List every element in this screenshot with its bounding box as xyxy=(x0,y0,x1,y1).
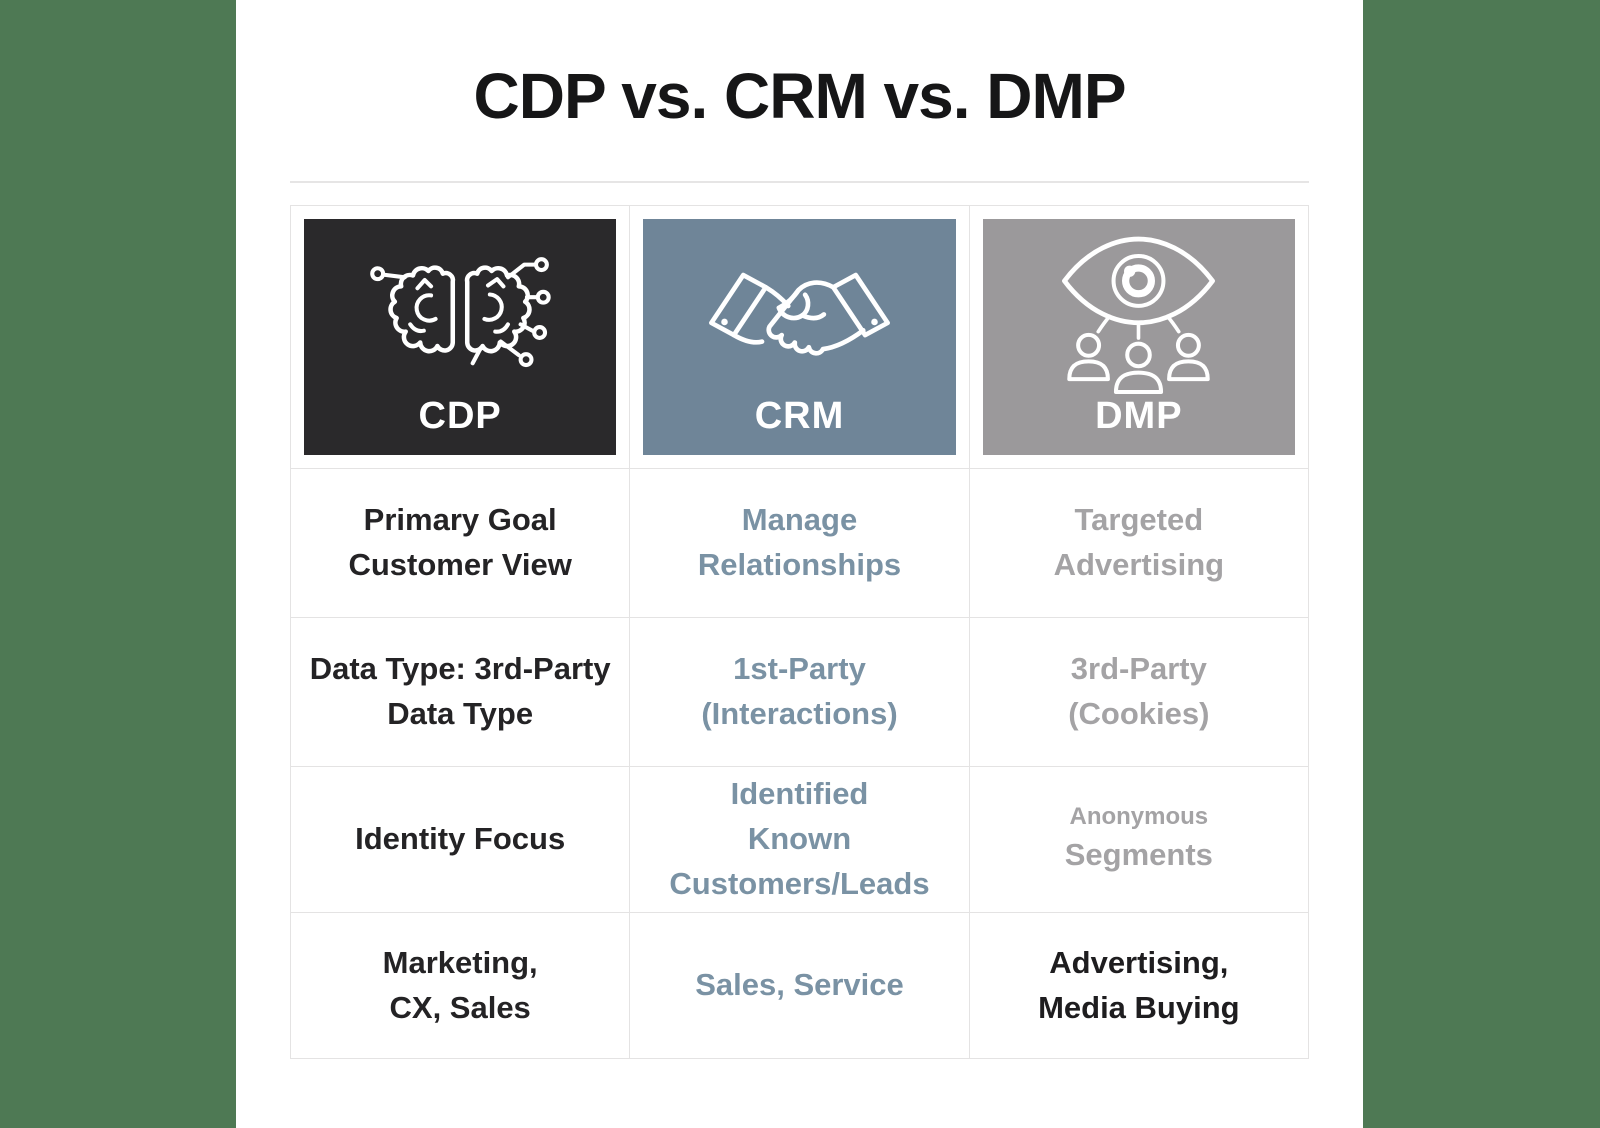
cell-line: Customer View xyxy=(348,547,572,582)
cell-line: Data Type: 3rd-Party xyxy=(309,651,611,687)
handshake-icon xyxy=(687,219,912,397)
cell-line: (Interactions) xyxy=(701,696,898,731)
crm-header-box: CRM xyxy=(643,219,956,455)
cell-line: Targeted xyxy=(1074,502,1204,538)
cell-line: Relationships xyxy=(697,547,902,582)
cell-line: 1st-Party xyxy=(733,651,866,687)
cell-line: Sales, Service xyxy=(695,967,904,1003)
cell-usecase-cdp: Marketing, CX, Sales xyxy=(291,913,630,1058)
column-label-cdp: CDP xyxy=(418,395,502,437)
comparison-table: CDP xyxy=(290,205,1309,1059)
eye-audience-icon xyxy=(1041,219,1236,397)
cell-line: CX, Sales xyxy=(389,989,531,1025)
cell-line: Identified xyxy=(730,776,869,812)
cell-line: (Cookies) xyxy=(1068,696,1210,731)
cell-line: Advertising xyxy=(1053,547,1225,582)
cell-line: Known Customers/Leads xyxy=(669,821,930,901)
cell-line: Primary Goal xyxy=(363,502,557,538)
cell-identity-crm: Identified Known Customers/Leads xyxy=(630,767,969,912)
cell-line: Manage xyxy=(741,502,858,538)
cell-identity-dmp: Anonymous Segments xyxy=(969,767,1308,912)
column-header-cdp: CDP xyxy=(291,206,630,468)
cell-goal-crm: Manage Relationships xyxy=(630,469,969,617)
left-green-band xyxy=(0,0,236,1128)
cell-line: Segments xyxy=(1064,836,1213,872)
cell-goal-dmp: Targeted Advertising xyxy=(969,469,1308,617)
cell-usecase-crm: Sales, Service xyxy=(630,913,969,1058)
cell-line: Anonymous xyxy=(1069,803,1209,831)
title-divider xyxy=(290,181,1309,183)
cell-datatype-crm: 1st-Party (Interactions) xyxy=(630,618,969,766)
right-green-band xyxy=(1363,0,1600,1128)
cell-datatype-cdp: Data Type: 3rd-Party Data Type xyxy=(291,618,630,766)
cell-usecase-dmp: Advertising, Media Buying xyxy=(969,913,1308,1058)
cell-datatype-dmp: 3rd-Party (Cookies) xyxy=(969,618,1308,766)
cell-line: 3rd-Party xyxy=(1070,651,1207,687)
cell-line: Advertising, xyxy=(1049,944,1229,980)
cell-identity-cdp: Identity Focus xyxy=(291,767,630,912)
brain-circuit-icon xyxy=(365,219,555,397)
column-header-dmp: DMP xyxy=(969,206,1308,468)
cdp-header-box: CDP xyxy=(304,219,617,455)
cell-line: Data Type xyxy=(387,696,534,731)
page-title: CDP vs. CRM vs. DMP xyxy=(473,60,1127,132)
dmp-header-box: DMP xyxy=(982,219,1295,455)
column-header-crm: CRM xyxy=(630,206,969,468)
cell-line: Identity Focus xyxy=(355,821,566,857)
column-label-crm: CRM xyxy=(754,395,845,437)
column-label-dmp: DMP xyxy=(1095,395,1183,437)
cell-goal-cdp: Primary Goal Customer View xyxy=(291,469,630,617)
cell-line: Media Buying xyxy=(1038,989,1240,1025)
cell-line: Marketing, xyxy=(382,944,538,980)
content-panel: CDP vs. CRM vs. DMP xyxy=(236,0,1363,1128)
